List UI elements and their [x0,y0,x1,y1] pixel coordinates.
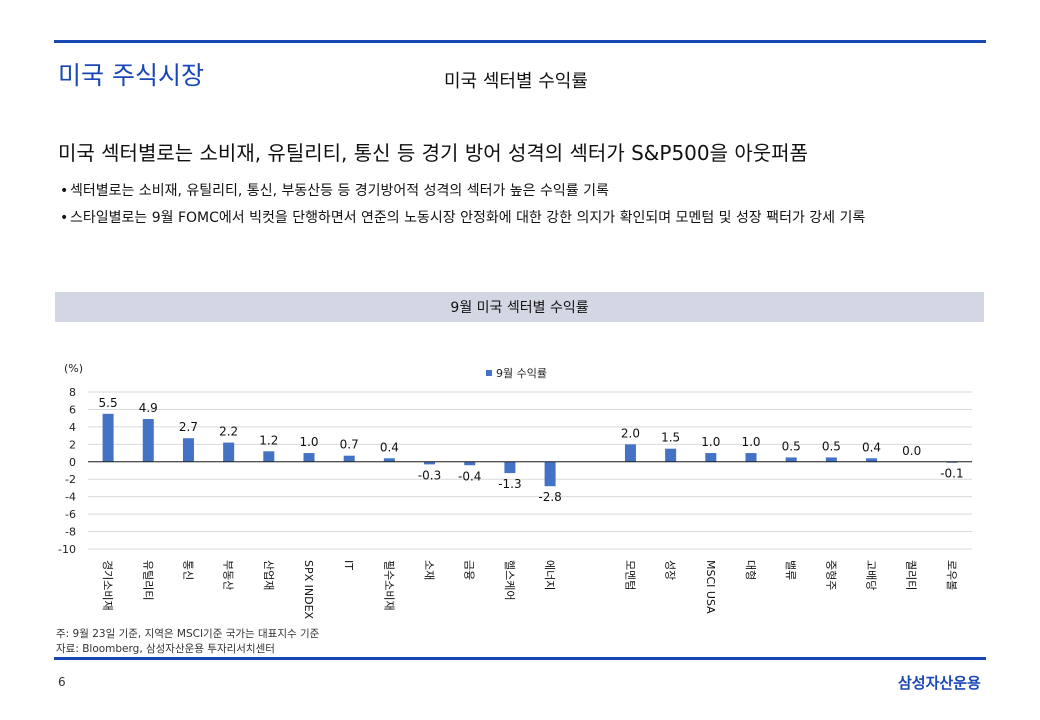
chart-note: 주: 9월 23일 기준, 지역은 MSCI기준 국가는 대표지수 기준 [56,628,320,640]
x-tick-label: 유틸리티 [141,560,154,600]
bullet-item: 섹터별로는 소비재, 유틸리티, 통신, 부동산등 등 경기방어적 성격의 섹터… [60,178,865,205]
data-label: 1.2 [259,433,278,447]
x-tick-label: 부동산 [222,560,235,590]
bar [383,458,395,462]
x-tick-label: MSCI USA [704,560,717,614]
x-tick-label: 대형 [744,560,757,580]
section-title: 미국 주식시장 [58,61,204,90]
y-tick-label: 0 [69,456,76,469]
bar [866,458,878,462]
data-label: -0.1 [940,467,963,481]
x-tick-label: 퀄리티 [905,560,918,590]
bar [424,461,436,465]
data-label: 2.0 [621,426,640,440]
y-tick-label: 6 [69,403,76,416]
x-tick-label: SPX INDEX [302,560,315,620]
y-tick-label: -2 [65,473,76,486]
data-label: 0.5 [782,439,801,453]
data-label: 0.0 [902,444,921,458]
y-tick-label: 2 [69,438,76,451]
chart-source: 자료: Bloomberg, 삼성자산운용 투자리서치센터 [56,643,275,655]
data-label: 1.0 [299,435,318,449]
y-tick-label: -8 [65,526,76,539]
x-tick-label: 산업재 [262,560,275,590]
bar [223,442,235,462]
x-tick-label: 모멘텀 [623,560,636,590]
y-tick-label: -6 [65,508,76,521]
legend-swatch [486,370,492,376]
x-tick-label: 중형주 [824,560,837,590]
y-tick-label: -4 [65,491,76,504]
slide-subtitle: 미국 섹터별 수익률 [444,71,588,92]
x-tick-label: IT [342,560,355,570]
brand-logo: 삼성자산운용 [898,674,981,692]
x-tick-label: 소재 [423,560,436,580]
data-label: -2.8 [538,490,561,504]
y-axis-label: (%) [64,362,83,375]
bar [745,453,757,462]
bar [303,453,315,462]
sector-return-chart: 8 6 4 2 0 -2 -4 -6 -8 -10 (%) 9월 수익률 5.5 경기소비재 4.9 유틸리티… [58,362,972,620]
x-tick-label: 필수소비재 [382,560,395,611]
x-tick-label: 성장 [664,560,677,580]
x-tick-label: 통신 [181,560,194,580]
bar [102,413,114,462]
bar [785,457,797,462]
bar [544,461,556,487]
data-label: -0.3 [418,468,441,482]
data-label: 2.2 [219,425,238,439]
bar [504,461,516,474]
bar [263,451,275,462]
bar [343,455,355,462]
data-label: 1.5 [661,431,680,445]
bar [142,419,154,462]
x-tick-label: 로우볼 [945,560,958,590]
bullet-list: 섹터별로는 소비재, 유틸리티, 통신, 부동산등 등 경기방어적 성격의 섹터… [60,178,865,232]
y-tick-label: -10 [58,543,76,556]
data-label: 0.4 [862,440,881,454]
data-label: 2.7 [179,420,198,434]
bullet-item: 스타일별로는 9월 FOMC에서 빅컷을 단행하면서 연준의 노동시장 안정화에… [60,205,865,232]
x-tick-label: 에너지 [543,560,556,590]
bar [665,448,677,462]
data-label: 4.9 [139,401,158,415]
y-tick-label: 8 [69,386,76,399]
bar [624,444,636,462]
data-label: 0.7 [340,438,359,452]
x-tick-label: 경기소비재 [101,560,114,611]
chart-header: 9월 미국 섹터별 수익률 [55,292,984,322]
page-number: 6 [58,675,66,689]
data-label: 0.4 [380,440,399,454]
data-label: 0.5 [822,439,841,453]
top-rule [54,40,986,43]
bar [464,461,476,466]
bar [705,453,717,462]
data-label: -0.4 [458,469,481,483]
data-label: 5.5 [99,396,118,410]
x-tick-label: 고배당 [865,560,878,590]
x-tick-label: 헬스케어 [503,560,516,600]
data-label: -1.3 [498,477,521,491]
bar [182,438,194,462]
bottom-rule [54,657,986,660]
legend-entry: 9월 수익률 [496,367,547,380]
bar [825,457,837,462]
data-label: 1.0 [741,435,760,449]
x-tick-label: 밸류 [784,560,797,580]
data-label: 1.0 [701,435,720,449]
headline: 미국 섹터별로는 소비재, 유틸리티, 통신 등 경기 방어 성격의 섹터가 S… [58,141,808,165]
y-tick-label: 4 [69,421,76,434]
x-tick-label: 금융 [463,560,476,580]
